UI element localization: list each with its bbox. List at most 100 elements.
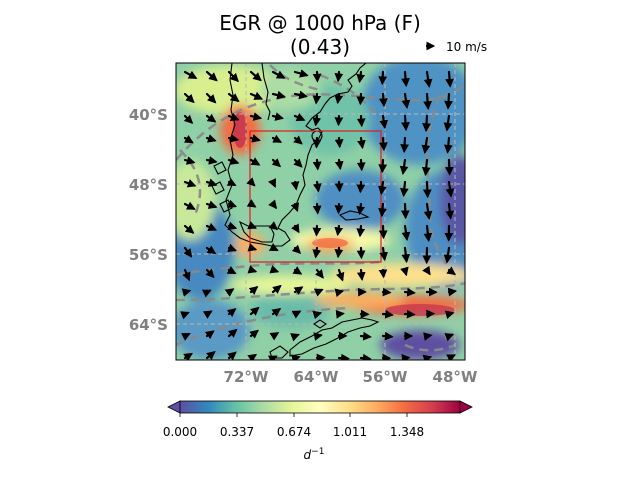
- wind-arrow: [269, 265, 280, 274]
- wind-arrow: [334, 246, 344, 259]
- colorbar: 0.000 0.337 0.674 1.011 1.348 d−1: [163, 400, 473, 462]
- wind-arrow: [356, 224, 366, 238]
- wind-arrow: [205, 113, 217, 123]
- wind-arrow: [444, 92, 453, 110]
- wind-arrow: [334, 136, 344, 149]
- wind-arrow: [291, 223, 300, 234]
- wind-arrow: [400, 202, 410, 220]
- colorbar-tick-label: 0.337: [220, 425, 254, 439]
- wind-arrow: [314, 268, 324, 279]
- chart-title-line2: (0.43): [289, 35, 351, 59]
- colorbar-gradient: [179, 400, 461, 414]
- wind-arrow: [423, 202, 433, 220]
- wind-arrow: [227, 221, 238, 231]
- wind-arrow: [290, 333, 300, 342]
- wind-arrow: [401, 92, 411, 109]
- wind-arrow: [312, 246, 322, 259]
- wind-arrow: [334, 180, 344, 193]
- wind-arrow: [447, 287, 458, 297]
- wind-arrow: [226, 177, 237, 186]
- wind-arrow: [205, 134, 217, 143]
- wind-arrow: [183, 92, 195, 104]
- wind-arrow: [227, 133, 240, 143]
- wind-arrow: [334, 70, 344, 83]
- wind-arrow: [181, 332, 191, 341]
- wind-arrow: [271, 70, 286, 79]
- wind-arrow: [183, 70, 198, 79]
- wind-arrow: [378, 268, 388, 279]
- wind-arrow: [422, 354, 433, 360]
- wind-arrow: [400, 136, 410, 154]
- wind-arrow: [357, 136, 366, 150]
- wind-arrow: [247, 221, 258, 230]
- wind-arrow: [226, 266, 237, 275]
- wind-arrow: [183, 179, 197, 188]
- wind-arrow: [290, 180, 300, 191]
- lat-tick-label: 40°S: [129, 106, 168, 124]
- wind-arrow: [381, 309, 394, 319]
- wind-vectors: [180, 69, 458, 360]
- wind-arrow: [337, 353, 350, 360]
- wind-arrow: [443, 136, 453, 154]
- wind-arrow: [290, 202, 300, 213]
- wind-arrow: [227, 199, 238, 209]
- wind-arrow: [227, 156, 240, 165]
- wind-arrow: [356, 114, 366, 128]
- lat-tick-label: 56°S: [129, 246, 168, 264]
- wind-arrow: [271, 158, 282, 168]
- wind-arrow: [378, 158, 388, 174]
- wind-arrow: [312, 158, 322, 171]
- wind-arrow: [444, 333, 455, 342]
- wind-arrow: [378, 92, 388, 108]
- wind-arrow: [248, 286, 259, 295]
- wind-arrow: [268, 221, 279, 231]
- wind-arrow: [443, 114, 453, 132]
- wind-arrow: [293, 286, 304, 295]
- wind-arrow: [422, 265, 431, 276]
- wind-arrow: [399, 180, 409, 198]
- wind-arrow: [205, 200, 218, 209]
- wind-arrow: [443, 246, 453, 264]
- wind-arrow: [312, 92, 322, 105]
- chart-title-line1: EGR @ 1000 hPa (F): [219, 11, 421, 35]
- wind-arrow: [446, 266, 456, 276]
- wind-arrow: [268, 199, 278, 210]
- lat-tick-label: 64°S: [129, 316, 168, 334]
- wind-arrow: [205, 156, 218, 165]
- wind-arrow: [334, 114, 344, 127]
- wind-arrow: [312, 202, 322, 215]
- wind-arrow: [246, 199, 257, 208]
- wind-arrow: [183, 352, 193, 360]
- wind-arrow: [423, 332, 433, 341]
- wind-arrow: [183, 134, 194, 144]
- wind-arrow: [181, 288, 192, 297]
- wind-arrow: [444, 158, 454, 176]
- wind-arrow: [334, 202, 344, 215]
- lat-tick-label: 48°S: [129, 176, 168, 194]
- wind-arrow: [227, 351, 237, 360]
- wind-arrow: [423, 92, 432, 111]
- wind-arrow: [313, 332, 323, 341]
- wind-arrow: [205, 245, 217, 255]
- wind-arrow: [205, 222, 218, 231]
- wind-arrow: [381, 331, 394, 341]
- wind-arrow: [423, 224, 433, 243]
- wind-arrow: [202, 310, 213, 319]
- wind-arrow: [204, 330, 215, 340]
- wind-arrow: [205, 351, 216, 360]
- wind-arrow: [445, 202, 455, 220]
- wind-arrow: [201, 289, 212, 298]
- wind-arrow: [356, 158, 366, 172]
- wind-arrow: [293, 113, 306, 122]
- lon-tick-label: 48°W: [433, 368, 478, 386]
- wind-arrow: [247, 243, 258, 252]
- colorbar-tick-label: 1.011: [333, 425, 367, 439]
- wind-arrow: [183, 246, 193, 258]
- wind-arrow: [227, 70, 239, 83]
- wind-arrow: [334, 224, 344, 237]
- colorbar-max-extend: [459, 400, 473, 414]
- wind-arrow: [249, 134, 261, 143]
- wind-arrow: [246, 177, 256, 187]
- wind-arrow: [401, 70, 410, 88]
